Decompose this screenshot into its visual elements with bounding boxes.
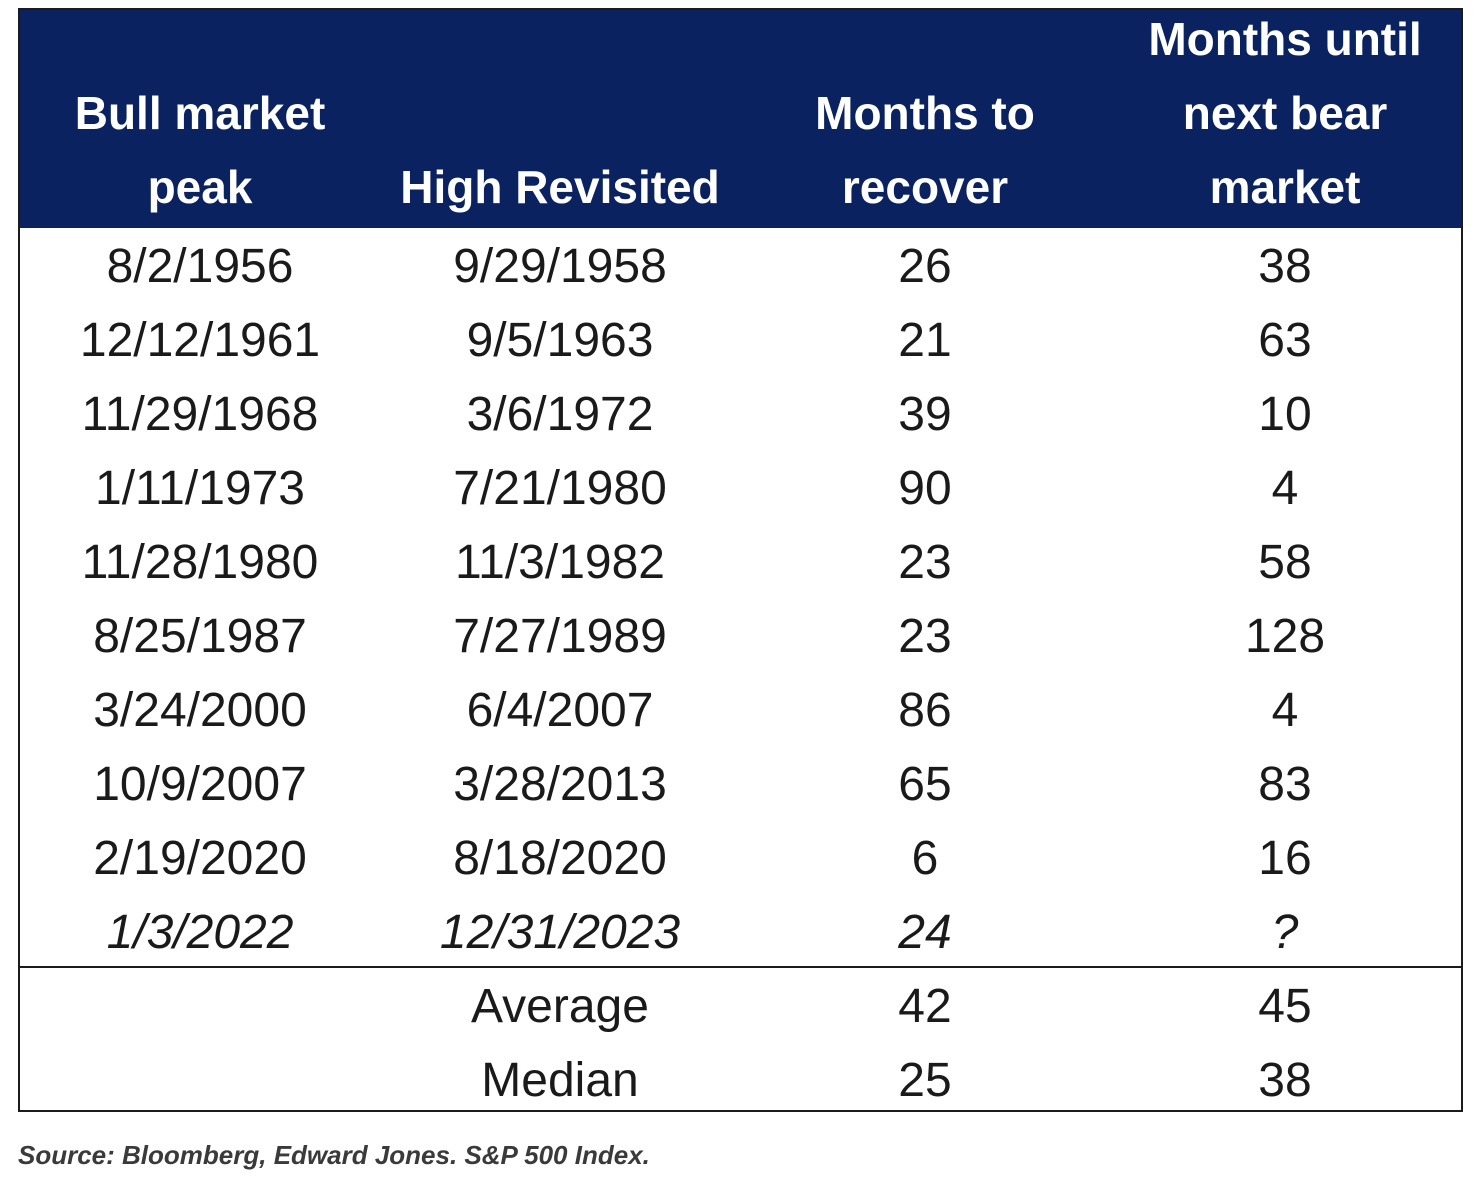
cell-months-to-recover: 65 [898, 758, 952, 811]
header-high-revisited: High Revisited [400, 161, 720, 213]
summary-label: Median [481, 1054, 639, 1107]
cell-bull-market-peak: 8/2/1956 [106, 240, 294, 293]
cell-high-revisited: 9/29/1958 [453, 240, 667, 293]
cell-bull-market-peak: 1/3/2022 [106, 906, 294, 959]
cell-bull-market-peak: 11/29/1968 [81, 388, 319, 441]
summary-months-to-recover: 25 [898, 1054, 952, 1107]
cell-high-revisited: 3/6/1972 [466, 388, 654, 441]
cell-high-revisited: 7/21/1980 [453, 462, 667, 515]
cell-months-until-next-bear: 83 [1258, 758, 1312, 811]
cell-bull-market-peak: 11/28/1980 [81, 536, 319, 589]
cell-months-until-next-bear: 63 [1258, 314, 1312, 367]
summary-months-until-next-bear: 38 [1258, 1054, 1312, 1107]
cell-months-to-recover: 86 [898, 684, 952, 737]
cell-bull-market-peak: 12/12/1961 [79, 314, 321, 367]
header-months-until-next-bear-market: Months until next bear market [1148, 13, 1422, 213]
table-header: Bull market peak High Revisited Months t… [20, 10, 1461, 228]
cell-months-to-recover: 21 [898, 314, 952, 367]
bear-market-recovery-table: Bull market peak High Revisited Months t… [18, 8, 1463, 1112]
summary-months-to-recover: 42 [898, 980, 952, 1033]
cell-bull-market-peak: 10/9/2007 [93, 758, 307, 811]
cell-months-to-recover: 24 [898, 906, 952, 959]
cell-months-until-next-bear: 10 [1258, 388, 1312, 441]
summary-divider [20, 966, 1461, 968]
cell-high-revisited: 8/18/2020 [453, 832, 667, 885]
cell-high-revisited: 9/5/1963 [466, 314, 654, 367]
cell-high-revisited: 6/4/2007 [466, 684, 654, 737]
cell-months-until-next-bear: 38 [1258, 240, 1312, 293]
header-months-to-recover: Months to recover [815, 87, 1035, 213]
cell-months-until-next-bear: 16 [1258, 832, 1312, 885]
cell-high-revisited: 7/27/1989 [453, 610, 667, 663]
cell-months-until-next-bear: ? [1271, 906, 1299, 959]
cell-months-to-recover: 23 [898, 536, 952, 589]
cell-bull-market-peak: 1/11/1973 [95, 462, 305, 515]
cell-high-revisited: 11/3/1982 [455, 536, 665, 589]
cell-bull-market-peak: 8/25/1987 [93, 610, 307, 663]
cell-months-to-recover: 6 [911, 832, 939, 885]
cell-bull-market-peak: 3/24/2000 [93, 684, 307, 737]
cell-months-until-next-bear: 4 [1271, 684, 1299, 737]
header-bull-market-peak: Bull market peak [74, 87, 326, 213]
cell-months-to-recover: 90 [898, 462, 952, 515]
cell-months-to-recover: 23 [898, 610, 952, 663]
cell-high-revisited: 3/28/2013 [453, 758, 667, 811]
cell-months-until-next-bear: 58 [1258, 536, 1312, 589]
summary-months-until-next-bear: 45 [1258, 980, 1312, 1033]
cell-high-revisited: 12/31/2023 [439, 906, 681, 959]
cell-months-to-recover: 26 [898, 240, 952, 293]
cell-months-to-recover: 39 [898, 388, 952, 441]
summary-label: Average [471, 980, 649, 1033]
cell-months-until-next-bear: 4 [1271, 462, 1299, 515]
cell-bull-market-peak: 2/19/2020 [93, 832, 307, 885]
cell-months-until-next-bear: 128 [1244, 610, 1326, 663]
source-note: Source: Bloomberg, Edward Jones. S&P 500… [18, 1140, 650, 1170]
